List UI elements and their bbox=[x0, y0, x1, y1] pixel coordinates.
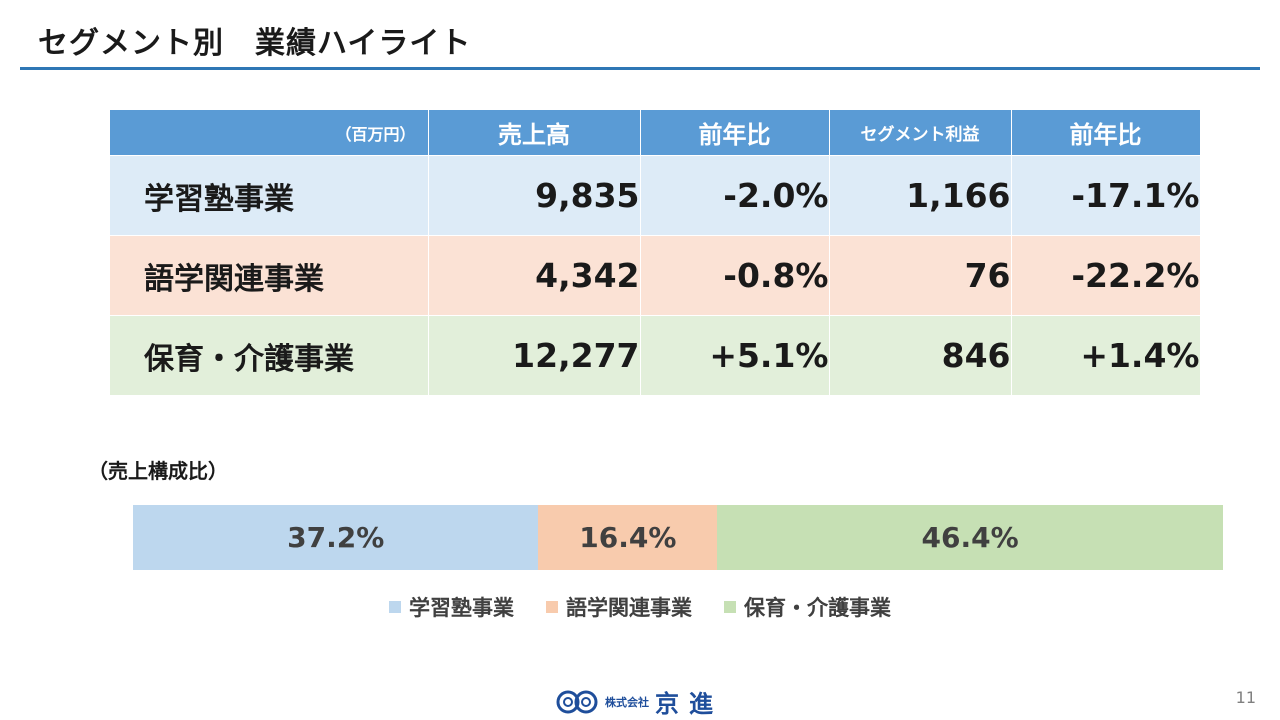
table-row: 語学関連事業 4,342 -0.8% 76 -22.2% bbox=[110, 235, 1201, 316]
title-divider bbox=[20, 67, 1260, 70]
composition-segment-label: 16.4% bbox=[579, 521, 677, 554]
profit-value: 76 bbox=[829, 235, 1012, 316]
sales-value: 9,835 bbox=[428, 155, 641, 236]
composition-segment-label: 37.2% bbox=[287, 521, 385, 554]
legend-label: 語学関連事業 bbox=[566, 596, 692, 620]
sales-yoy-value: -0.8% bbox=[640, 235, 830, 316]
profit-value: 846 bbox=[829, 315, 1012, 396]
composition-segment-label: 46.4% bbox=[921, 521, 1019, 554]
sales-header: 売上高 bbox=[428, 110, 641, 156]
page-title: セグメント別 業績ハイライト bbox=[38, 26, 472, 61]
legend-item: 語学関連事業 bbox=[546, 592, 692, 622]
legend-item: 保育・介護事業 bbox=[724, 592, 891, 622]
legend-label: 保育・介護事業 bbox=[744, 596, 891, 620]
company-prefix: 株式会社 bbox=[605, 695, 649, 709]
composition-segment-language: 16.4% bbox=[538, 505, 718, 570]
company-logo: 株式会社 京進 bbox=[555, 684, 723, 719]
legend-swatch bbox=[724, 601, 736, 613]
composition-segment-juku: 37.2% bbox=[133, 505, 539, 570]
company-name: 京進 bbox=[655, 690, 723, 718]
profit-yoy-value: +1.4% bbox=[1011, 315, 1201, 396]
segment-name: 学習塾事業 bbox=[110, 155, 429, 236]
table-header-row: （百万円） 売上高 前年比 セグメント利益 前年比 bbox=[110, 110, 1201, 156]
profit-value: 1,166 bbox=[829, 155, 1012, 236]
page-number: 11 bbox=[1235, 688, 1256, 707]
composition-legend: 学習塾事業 語学関連事業 保育・介護事業 bbox=[0, 592, 1280, 622]
profit-yoy-value: -22.2% bbox=[1011, 235, 1201, 316]
legend-swatch bbox=[389, 601, 401, 613]
sales-value: 12,277 bbox=[428, 315, 641, 396]
profit-header: セグメント利益 bbox=[829, 110, 1012, 156]
composition-segment-childcare: 46.4% bbox=[717, 505, 1223, 570]
segment-name: 保育・介護事業 bbox=[110, 315, 429, 396]
sales-value: 4,342 bbox=[428, 235, 641, 316]
sales-yoy-value: -2.0% bbox=[640, 155, 830, 236]
sales-composition-bar: 37.2% 16.4% 46.4% bbox=[133, 505, 1223, 570]
legend-item: 学習塾事業 bbox=[389, 592, 514, 622]
segment-results-table: （百万円） 売上高 前年比 セグメント利益 前年比 学習塾事業 9,835 -2… bbox=[110, 110, 1201, 396]
table-row: 学習塾事業 9,835 -2.0% 1,166 -17.1% bbox=[110, 155, 1201, 236]
legend-swatch bbox=[546, 601, 558, 613]
legend-label: 学習塾事業 bbox=[409, 596, 514, 620]
logo-mark-icon bbox=[556, 690, 598, 713]
sales-yoy-header: 前年比 bbox=[640, 110, 830, 156]
composition-label: （売上構成比） bbox=[88, 459, 228, 483]
profit-yoy-header: 前年比 bbox=[1011, 110, 1201, 156]
sales-yoy-value: +5.1% bbox=[640, 315, 830, 396]
segment-name: 語学関連事業 bbox=[110, 235, 429, 316]
unit-header: （百万円） bbox=[110, 110, 429, 156]
table-row: 保育・介護事業 12,277 +5.1% 846 +1.4% bbox=[110, 315, 1201, 396]
profit-yoy-value: -17.1% bbox=[1011, 155, 1201, 236]
